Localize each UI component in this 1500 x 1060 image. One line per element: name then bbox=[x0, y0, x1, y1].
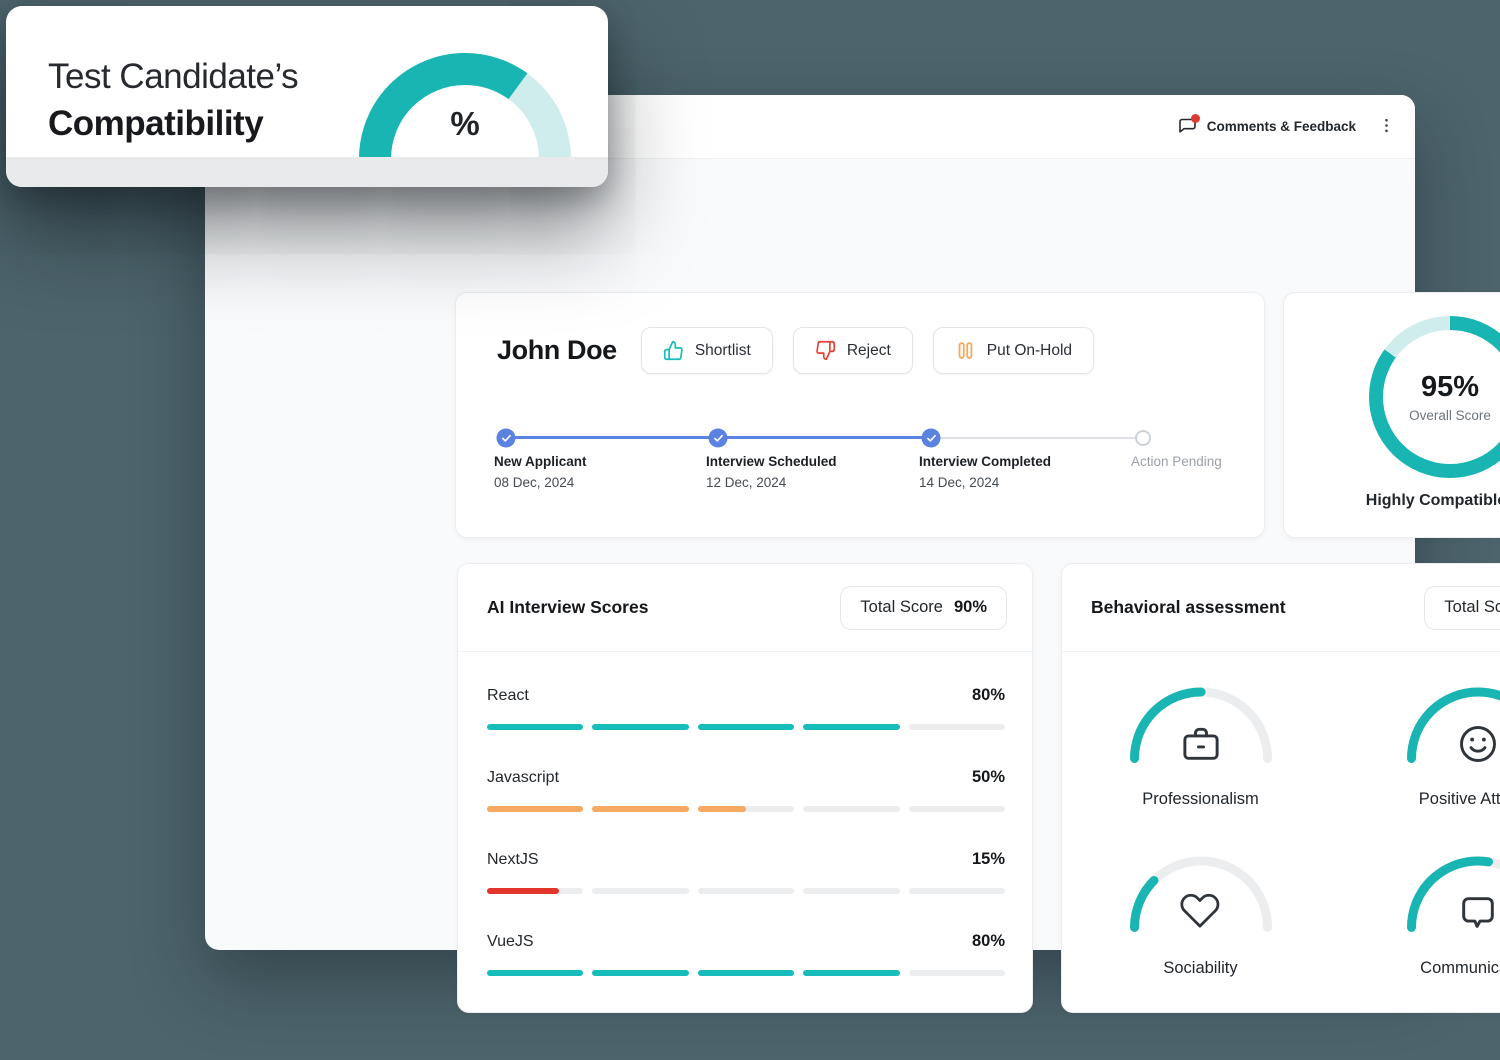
total-score-label: Total Score bbox=[860, 598, 943, 616]
compatibility-overlay-card: Test Candidate’s Compatibility % bbox=[6, 6, 608, 187]
dashboard-panel: Comments & Feedback John Doe Shortlist R… bbox=[205, 95, 1500, 1013]
skill-progress-bar bbox=[487, 806, 1006, 812]
timeline-dot-check bbox=[708, 428, 728, 448]
total-score-value: 90% bbox=[953, 598, 987, 616]
skill-row: VueJS 80% bbox=[487, 906, 1006, 988]
skill-progress-bar bbox=[487, 724, 1006, 730]
behavioral-total-score-pill[interactable]: Total Score 50% bbox=[1424, 585, 1500, 630]
overall-score-ring: 95% Overall Score bbox=[1369, 316, 1500, 478]
timeline-step: Interview Scheduled 12 Dec, 2024 bbox=[706, 454, 896, 490]
skill-value: 80% bbox=[971, 932, 1005, 950]
gauge-label: Sociability bbox=[1163, 959, 1238, 977]
skill-progress-bar bbox=[487, 888, 1006, 894]
gauge-sociability: Sociability bbox=[1062, 849, 1339, 978]
put-on-hold-button[interactable]: Put On-Hold bbox=[932, 327, 1095, 374]
behavioral-assessment-card: Behavioral assessment Total Score 50% bbox=[1061, 563, 1500, 1013]
comments-feedback-label: Comments & Feedback bbox=[1206, 119, 1356, 134]
timeline-line-pending bbox=[931, 437, 1143, 439]
overlay-title-line2: Compatibility bbox=[48, 104, 264, 143]
timeline-dot-pending bbox=[1135, 430, 1151, 446]
overall-score-label: Overall Score bbox=[1409, 408, 1491, 423]
timeline-step-date: 12 Dec, 2024 bbox=[706, 475, 787, 490]
timeline-dot-check bbox=[921, 428, 941, 448]
behavioral-title: Behavioral assessment bbox=[1091, 597, 1286, 617]
overall-score-value: 95% bbox=[1420, 371, 1480, 403]
skill-progress-bar bbox=[487, 970, 1006, 976]
notification-dot bbox=[1190, 113, 1200, 123]
candidate-name: John Doe bbox=[497, 335, 617, 365]
gauge-label: Communication bbox=[1420, 959, 1500, 977]
compatibility-badge-text: Highly Compatible bbox=[1365, 491, 1500, 509]
pause-icon bbox=[958, 342, 973, 359]
compatibility-percent-sign: % bbox=[450, 105, 480, 142]
gauge-communication: Communication bbox=[1339, 849, 1500, 978]
skill-label: React bbox=[487, 687, 529, 704]
gauge-label: Positive Attitude bbox=[1418, 790, 1500, 808]
timeline-step: Action Pending bbox=[1131, 454, 1321, 475]
reject-label: Reject bbox=[846, 341, 891, 359]
overall-score-card: 95% Overall Score Highly Compatible bbox=[1283, 292, 1500, 538]
timeline-dot-check bbox=[496, 428, 516, 448]
timeline-step: New Applicant 08 Dec, 2024 bbox=[494, 454, 684, 490]
skill-value: 15% bbox=[971, 850, 1005, 868]
timeline-step-label: Interview Scheduled bbox=[706, 454, 837, 469]
put-on-hold-label: Put On-Hold bbox=[986, 341, 1073, 359]
gauge-professionalism: Professionalism bbox=[1062, 680, 1339, 809]
candidate-card: John Doe Shortlist Reject Put On-Hold bbox=[455, 292, 1265, 538]
skill-value: 80% bbox=[971, 686, 1005, 704]
skill-row: NextJS 15% bbox=[487, 824, 1006, 906]
skill-label: Javascript bbox=[487, 769, 560, 786]
timeline-step-label: Action Pending bbox=[1131, 454, 1222, 469]
skill-label: VueJS bbox=[487, 933, 534, 950]
ai-interview-scores-card: AI Interview Scores Total Score 90% Reac… bbox=[457, 563, 1033, 1013]
overlay-title-line1: Test Candidate’s bbox=[48, 57, 299, 96]
briefcase-icon bbox=[1182, 727, 1219, 760]
timeline-step-date: 08 Dec, 2024 bbox=[494, 475, 575, 490]
speech-bubble-icon bbox=[1461, 897, 1494, 928]
reject-button[interactable]: Reject bbox=[792, 327, 913, 374]
skill-row: React 80% bbox=[487, 660, 1006, 742]
heart-icon bbox=[1179, 893, 1219, 928]
overlay-card-footer bbox=[6, 157, 608, 187]
skill-row: Javascript 50% bbox=[487, 742, 1006, 824]
ai-total-score-pill[interactable]: Total Score 90% bbox=[840, 585, 1007, 630]
timeline-step-label: New Applicant bbox=[494, 454, 587, 469]
comments-feedback-button[interactable]: Comments & Feedback bbox=[1177, 113, 1356, 137]
skill-label: NextJS bbox=[487, 851, 539, 868]
gauge-label: Professionalism bbox=[1142, 790, 1259, 808]
timeline-step-date: 14 Dec, 2024 bbox=[919, 475, 1000, 490]
skill-value: 50% bbox=[971, 768, 1005, 786]
kebab-menu-icon[interactable] bbox=[1372, 113, 1401, 141]
total-score-label: Total Score bbox=[1444, 598, 1500, 616]
gauge-positive-attitude: Positive Attitude bbox=[1339, 680, 1500, 809]
chat-bubble-icon bbox=[1177, 113, 1200, 137]
shortlist-label: Shortlist bbox=[694, 341, 751, 359]
ai-scores-title: AI Interview Scores bbox=[487, 597, 649, 617]
timeline-step: Interview Completed 14 Dec, 2024 bbox=[919, 454, 1109, 490]
shortlist-button[interactable]: Shortlist bbox=[640, 327, 773, 374]
thumbs-up-icon bbox=[663, 340, 683, 361]
smiley-face-icon bbox=[1459, 726, 1496, 762]
timeline-step-label: Interview Completed bbox=[919, 454, 1052, 469]
thumbs-down-icon bbox=[816, 340, 835, 361]
compatibility-gauge: % bbox=[358, 48, 572, 163]
application-timeline: New Applicant 08 Dec, 2024 Interview Sch… bbox=[456, 293, 1264, 537]
